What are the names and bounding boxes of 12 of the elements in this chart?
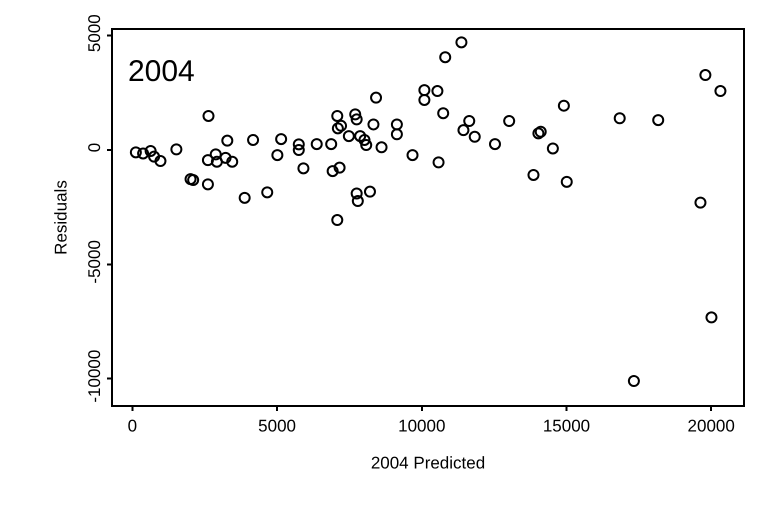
x-tick-label: 10000 xyxy=(398,416,446,436)
y-tick-label: -10000 xyxy=(85,350,104,403)
x-tick-label: 20000 xyxy=(688,416,735,436)
y-tick-label: -5000 xyxy=(85,240,104,284)
x-tick-label: 15000 xyxy=(542,416,590,436)
y-axis-title: Residuals xyxy=(51,180,70,255)
x-tick-label: 0 xyxy=(128,416,138,436)
y-tick-label: 5000 xyxy=(85,14,104,52)
x-axis-title: 2004 Predicted xyxy=(370,453,486,472)
y-tick-label: 0 xyxy=(85,142,104,152)
x-tick-label: 5000 xyxy=(258,416,296,436)
annotation: 2004 xyxy=(128,55,195,88)
